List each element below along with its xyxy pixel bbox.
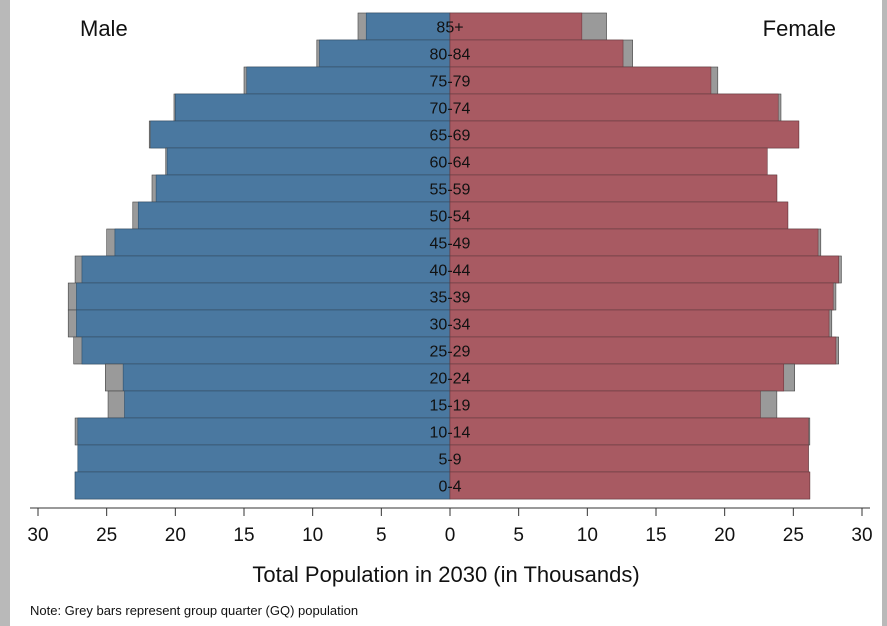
male-bar <box>74 471 451 500</box>
age-group-label: 65-69 <box>430 128 471 145</box>
age-group-label: 0-4 <box>438 479 461 496</box>
female-bar <box>449 228 819 257</box>
age-group-label: 25-29 <box>430 344 471 361</box>
age-group-label: 70-74 <box>430 101 471 118</box>
age-group-label: 30-34 <box>430 317 471 334</box>
x-axis-title: Total Population in 2030 (in Thousands) <box>252 562 640 587</box>
female-bar <box>449 444 809 473</box>
male-bar <box>81 336 451 365</box>
male-bar <box>124 390 451 419</box>
male-bar <box>81 255 451 284</box>
male-bar <box>365 12 451 41</box>
male-bar <box>150 120 451 149</box>
female-bar <box>449 471 811 500</box>
x-tick-label: 5 <box>376 525 387 546</box>
female-bar <box>449 417 809 446</box>
male-bar <box>114 228 451 257</box>
male-bar <box>76 309 451 338</box>
age-labels-group: 85+ 80-84 75-79 70-74 65-69 60-64 55-59 50-54 45… <box>430 20 471 496</box>
x-tick-label: 10 <box>577 525 598 546</box>
female-bar <box>449 201 789 230</box>
x-tick-label: 30 <box>27 525 48 546</box>
x-tick-label: 25 <box>783 525 804 546</box>
age-group-label: 10-14 <box>430 425 471 442</box>
x-tick-label: 15 <box>233 525 254 546</box>
x-tick-label: 30 <box>851 525 872 546</box>
chart-frame: 85+ 80-84 75-79 70-74 65-69 60-64 55-59 50-54 45… <box>10 0 882 626</box>
male-bar <box>76 282 451 311</box>
female-bar <box>449 174 778 203</box>
female-bar <box>449 309 830 338</box>
male-bar <box>77 444 451 473</box>
x-tick-label: 20 <box>165 525 186 546</box>
age-group-label: 85+ <box>436 20 463 37</box>
male-bar <box>166 147 451 176</box>
x-ticks-group: 30 25 20 15 10 5 0 5 10 15 20 25 30 <box>27 508 873 546</box>
age-group-label: 40-44 <box>430 263 471 280</box>
female-bar <box>449 12 583 41</box>
female-bar <box>449 390 761 419</box>
female-bar <box>449 282 834 311</box>
male-bar <box>137 201 451 230</box>
male-bar <box>122 363 451 392</box>
male-bar <box>246 66 451 95</box>
female-bar <box>449 363 785 392</box>
population-pyramid-chart: 85+ 80-84 75-79 70-74 65-69 60-64 55-59 50-54 45… <box>27 12 873 546</box>
x-tick-label: 15 <box>645 525 666 546</box>
male-label: Male <box>80 16 128 41</box>
age-group-label: 15-19 <box>430 398 471 415</box>
age-group-label: 80-84 <box>430 47 471 64</box>
female-bar <box>449 120 800 149</box>
female-bar <box>449 66 712 95</box>
age-group-label: 75-79 <box>430 74 471 91</box>
x-tick-label: 5 <box>513 525 524 546</box>
female-bar <box>449 255 839 284</box>
x-tick-label: 10 <box>302 525 323 546</box>
x-tick-label: 25 <box>96 525 117 546</box>
x-tick-label: 20 <box>714 525 735 546</box>
age-group-label: 5-9 <box>438 452 461 469</box>
age-group-label: 60-64 <box>430 155 471 172</box>
female-label: Female <box>763 16 836 41</box>
age-group-label: 35-39 <box>430 290 471 307</box>
female-bar <box>449 39 624 68</box>
age-group-label: 45-49 <box>430 236 471 253</box>
x-tick-label: 0 <box>445 525 456 546</box>
male-bar <box>77 417 451 446</box>
age-group-label: 20-24 <box>430 371 471 388</box>
female-bar <box>449 93 779 122</box>
female-bar <box>449 147 768 176</box>
male-bar <box>155 174 451 203</box>
male-bar <box>319 39 451 68</box>
age-group-label: 55-59 <box>430 182 471 199</box>
age-group-label: 50-54 <box>430 209 471 226</box>
female-bar <box>449 336 837 365</box>
bars-group <box>67 12 842 500</box>
footnote: Note: Grey bars represent group quarter … <box>30 603 359 618</box>
male-bar <box>175 93 451 122</box>
